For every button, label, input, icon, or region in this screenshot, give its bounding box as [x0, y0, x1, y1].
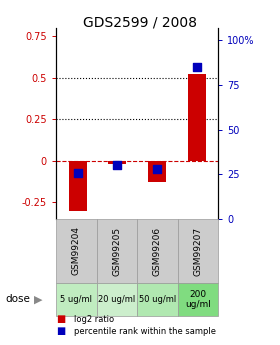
- Point: [115, 162, 120, 168]
- Text: GDS2599 / 2008: GDS2599 / 2008: [83, 16, 197, 30]
- Bar: [148, 161, 166, 183]
- Point: [155, 166, 159, 172]
- Text: GSM99206: GSM99206: [153, 226, 162, 276]
- Text: GSM99207: GSM99207: [193, 226, 203, 276]
- Bar: [108, 161, 126, 164]
- Point: [194, 64, 199, 70]
- Text: ■: ■: [56, 314, 65, 324]
- Bar: [69, 161, 87, 211]
- Text: 200
ug/ml: 200 ug/ml: [185, 289, 211, 309]
- Text: GSM99205: GSM99205: [112, 226, 122, 276]
- Text: percentile rank within the sample: percentile rank within the sample: [74, 327, 216, 336]
- Text: ■: ■: [56, 326, 65, 336]
- Text: 5 ug/ml: 5 ug/ml: [60, 295, 92, 304]
- Text: 50 ug/ml: 50 ug/ml: [139, 295, 176, 304]
- Text: 20 ug/ml: 20 ug/ml: [98, 295, 136, 304]
- Text: dose: dose: [6, 294, 31, 304]
- Text: log2 ratio: log2 ratio: [74, 315, 114, 324]
- Point: [76, 170, 80, 175]
- Text: GSM99204: GSM99204: [72, 226, 81, 276]
- Text: ▶: ▶: [34, 294, 42, 304]
- Bar: [188, 74, 206, 161]
